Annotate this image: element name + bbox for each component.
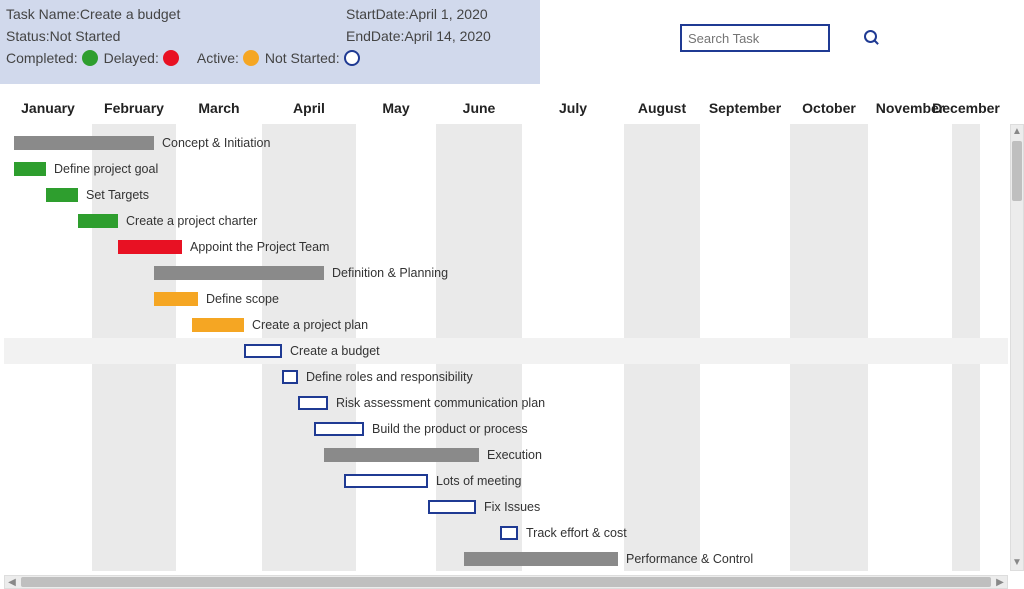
gantt-bar-label: Set Targets bbox=[86, 188, 149, 202]
gantt-bar-label: Performance & Control bbox=[626, 552, 753, 566]
month-header: September bbox=[700, 94, 790, 122]
status-legend: Completed: Delayed: Active: Not Started: bbox=[6, 50, 530, 66]
legend-delayed-label: Delayed: bbox=[104, 50, 159, 66]
legend-completed-label: Completed: bbox=[6, 50, 78, 66]
task-row[interactable]: Fix Issues bbox=[4, 494, 1008, 520]
gantt-bar[interactable] bbox=[154, 266, 324, 280]
gantt-bar-label: Create a project charter bbox=[126, 214, 257, 228]
month-header: February bbox=[92, 94, 176, 122]
gantt-bar[interactable] bbox=[78, 214, 118, 228]
month-header: June bbox=[436, 94, 522, 122]
month-header: March bbox=[176, 94, 262, 122]
gantt-bar-label: Create a budget bbox=[290, 344, 380, 358]
status-label: Status: bbox=[6, 28, 50, 44]
status-value: Not Started bbox=[50, 28, 121, 44]
gantt-bar-label: Appoint the Project Team bbox=[190, 240, 329, 254]
scroll-left-arrow-icon[interactable]: ◀ bbox=[5, 577, 19, 588]
gantt-bar-label: Define project goal bbox=[54, 162, 158, 176]
gantt-bar-label: Fix Issues bbox=[484, 500, 540, 514]
gantt-bar[interactable] bbox=[118, 240, 182, 254]
gantt-bar-label: Define roles and responsibility bbox=[306, 370, 473, 384]
gantt-bar[interactable] bbox=[244, 344, 282, 358]
task-row[interactable]: Define roles and responsibility bbox=[4, 364, 1008, 390]
scroll-up-arrow-icon[interactable]: ▲ bbox=[1012, 125, 1022, 139]
task-row[interactable]: Define project goal bbox=[4, 156, 1008, 182]
task-row[interactable]: Create a budget bbox=[4, 338, 1008, 364]
gantt-bar-label: Risk assessment communication plan bbox=[336, 396, 545, 410]
legend-active-swatch bbox=[243, 50, 259, 66]
gantt-bar-label: Build the product or process bbox=[372, 422, 528, 436]
task-row[interactable]: Build the product or process bbox=[4, 416, 1008, 442]
gantt-bar-label: Definition & Planning bbox=[332, 266, 448, 280]
month-header: July bbox=[522, 94, 624, 122]
scroll-right-arrow-icon[interactable]: ▶ bbox=[993, 577, 1007, 588]
task-name-label: Task Name: bbox=[6, 6, 80, 22]
task-row[interactable]: Set Targets bbox=[4, 182, 1008, 208]
month-header: April bbox=[262, 94, 356, 122]
legend-active-label: Active: bbox=[197, 50, 239, 66]
task-row[interactable]: Track effort & cost bbox=[4, 520, 1008, 546]
month-header: December bbox=[952, 94, 980, 122]
task-row[interactable]: Lots of meeting bbox=[4, 468, 1008, 494]
gantt-bar[interactable] bbox=[14, 136, 154, 150]
task-row[interactable]: Risk assessment communication plan bbox=[4, 390, 1008, 416]
vertical-scroll-thumb[interactable] bbox=[1012, 141, 1022, 201]
legend-completed-swatch bbox=[82, 50, 98, 66]
task-row[interactable]: Concept & Initiation bbox=[4, 130, 1008, 156]
search-input[interactable] bbox=[688, 31, 864, 46]
task-row[interactable]: Create a project plan bbox=[4, 312, 1008, 338]
gantt-bar[interactable] bbox=[46, 188, 78, 202]
task-row[interactable]: Definition & Planning bbox=[4, 260, 1008, 286]
legend-notstarted-label: Not Started: bbox=[265, 50, 340, 66]
vertical-scrollbar[interactable]: ▲ ▼ bbox=[1010, 124, 1024, 571]
gantt-bar[interactable] bbox=[192, 318, 244, 332]
month-header: January bbox=[4, 94, 92, 122]
task-detail-panel: Task Name:Create a budget StartDate:Apri… bbox=[0, 0, 540, 84]
end-date-label: EndDate: bbox=[346, 28, 404, 44]
gantt-surface[interactable]: JanuaryFebruaryMarchAprilMayJuneJulyAugu… bbox=[4, 94, 1008, 571]
horizontal-scroll-thumb[interactable] bbox=[21, 577, 991, 587]
month-header: October bbox=[790, 94, 868, 122]
month-header: May bbox=[356, 94, 436, 122]
gantt-bar-label: Track effort & cost bbox=[526, 526, 627, 540]
gantt-bar[interactable] bbox=[14, 162, 46, 176]
task-row[interactable]: Performance & Control bbox=[4, 546, 1008, 572]
gantt-chart: JanuaryFebruaryMarchAprilMayJuneJulyAugu… bbox=[0, 94, 1024, 589]
gantt-bar-label: Create a project plan bbox=[252, 318, 368, 332]
gantt-bar[interactable] bbox=[500, 526, 518, 540]
month-header: August bbox=[624, 94, 700, 122]
gantt-bar[interactable] bbox=[282, 370, 298, 384]
gantt-bar[interactable] bbox=[314, 422, 364, 436]
gantt-bar[interactable] bbox=[324, 448, 479, 462]
gantt-bar[interactable] bbox=[464, 552, 618, 566]
gantt-bar[interactable] bbox=[298, 396, 328, 410]
gantt-bar[interactable] bbox=[428, 500, 476, 514]
task-row[interactable]: Create a project charter bbox=[4, 208, 1008, 234]
horizontal-scrollbar[interactable]: ◀ ▶ bbox=[4, 575, 1008, 589]
gantt-bar[interactable] bbox=[344, 474, 428, 488]
legend-delayed-swatch bbox=[163, 50, 179, 66]
gantt-bar[interactable] bbox=[154, 292, 198, 306]
end-date-value: April 14, 2020 bbox=[404, 28, 490, 44]
legend-notstarted-swatch bbox=[344, 50, 360, 66]
search-task-box[interactable] bbox=[680, 24, 830, 52]
task-row[interactable]: Execution bbox=[4, 442, 1008, 468]
start-date-label: StartDate: bbox=[346, 6, 409, 22]
start-date-value: April 1, 2020 bbox=[409, 6, 488, 22]
gantt-bar-label: Execution bbox=[487, 448, 542, 462]
task-row[interactable]: Appoint the Project Team bbox=[4, 234, 1008, 260]
gantt-bar-label: Lots of meeting bbox=[436, 474, 521, 488]
scroll-down-arrow-icon[interactable]: ▼ bbox=[1012, 556, 1022, 570]
gantt-bar-label: Concept & Initiation bbox=[162, 136, 270, 150]
gantt-bar-label: Define scope bbox=[206, 292, 279, 306]
task-name-value: Create a budget bbox=[80, 6, 180, 22]
task-row[interactable]: Define scope bbox=[4, 286, 1008, 312]
